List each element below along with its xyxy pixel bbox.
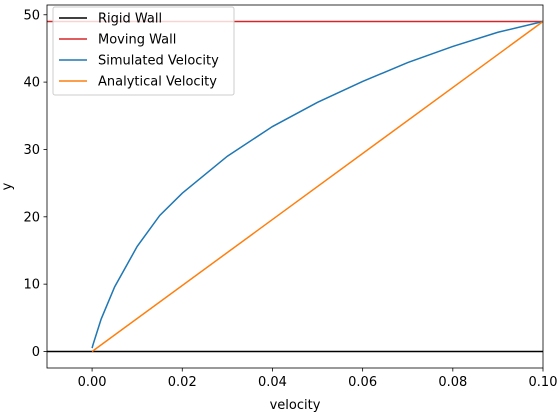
y-tick-label: 30 [23, 143, 40, 158]
x-tick-label: 0.02 [168, 375, 197, 390]
x-axis: 0.00 0.02 0.04 0.06 0.08 0.10 [78, 368, 558, 390]
legend-label: Simulated Velocity [98, 54, 219, 69]
y-tick-label: 40 [23, 76, 40, 91]
legend-label: Moving Wall [98, 33, 176, 48]
x-tick-label: 0.06 [348, 375, 377, 390]
y-tick-label: 10 [23, 278, 40, 293]
x-tick-label: 0.10 [529, 375, 558, 390]
y-tick-label: 50 [23, 8, 40, 23]
series-line-analytical-velocity [91, 20, 544, 353]
legend-label: Analytical Velocity [98, 75, 217, 90]
x-tick-label: 0.04 [258, 375, 287, 390]
x-tick-label: 0.00 [78, 375, 107, 390]
y-tick-label: 0 [32, 345, 40, 360]
legend: Rigid Wall Moving Wall Simulated Velocity A… [52, 6, 235, 96]
y-axis-label: y [0, 182, 15, 190]
y-tick-label: 20 [23, 210, 40, 225]
y-axis: 0 10 20 30 40 50 [23, 8, 47, 360]
x-axis-label: velocity [270, 398, 321, 412]
legend-box [52, 6, 235, 96]
plot-frame [46, 4, 544, 369]
series-line-simulated-velocity [91, 20, 544, 349]
x-tick-label: 0.08 [438, 375, 467, 390]
legend-label: Rigid Wall [98, 12, 162, 27]
